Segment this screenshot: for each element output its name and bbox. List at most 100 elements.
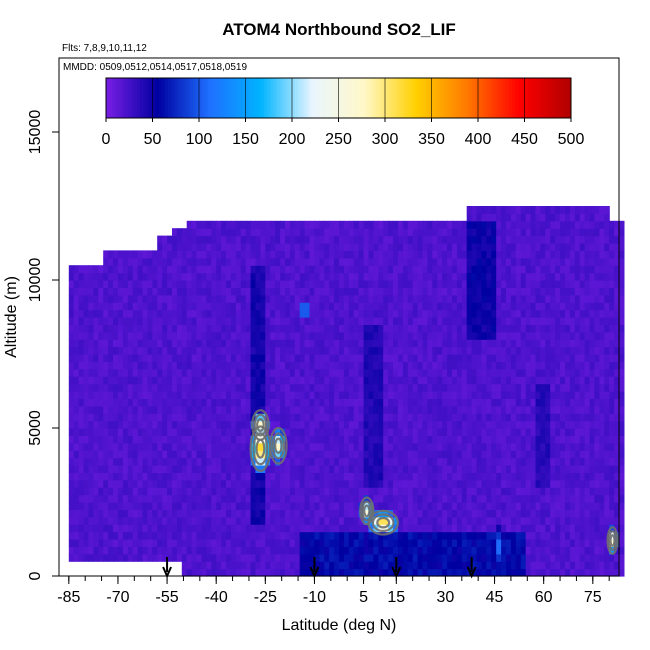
heatmap-cell [334, 250, 340, 259]
heatmap-cell [196, 317, 202, 325]
heatmap-cell [402, 479, 409, 488]
heatmap-cell [280, 465, 286, 473]
heatmap-cell [510, 465, 517, 473]
heatmap-cell [574, 546, 581, 555]
heatmap-cell [147, 420, 153, 429]
heatmap-cell [181, 391, 188, 399]
heatmap-cell [535, 243, 541, 251]
heatmap-cell [265, 383, 271, 392]
heatmap-cell [412, 420, 419, 429]
heatmap-cell [540, 368, 546, 377]
heatmap-cell [397, 309, 404, 318]
heatmap-cell [245, 546, 252, 555]
heatmap-cell [388, 516, 394, 525]
heatmap-cell [496, 428, 502, 436]
heatmap-cell [127, 509, 134, 518]
heatmap-cell [348, 287, 355, 296]
heatmap-cell [378, 502, 384, 510]
heatmap-cell [358, 450, 365, 459]
heatmap-cell [550, 361, 556, 370]
heatmap-cell [113, 509, 119, 518]
heatmap-cell [574, 487, 581, 496]
heatmap-cell [334, 220, 340, 229]
heatmap-cell [289, 568, 296, 577]
heatmap-cell [93, 376, 99, 385]
heatmap-cell [329, 257, 335, 266]
heatmap-cell [466, 376, 473, 385]
heatmap-cell [230, 479, 237, 488]
heatmap-cell [103, 531, 109, 540]
heatmap-cell [383, 220, 389, 229]
heatmap-cell [152, 280, 158, 288]
heatmap-cell [191, 220, 198, 229]
heatmap-cell [506, 531, 512, 540]
heatmap-cell [329, 398, 335, 407]
heatmap-cell [412, 450, 419, 459]
heatmap-cell [265, 302, 271, 311]
heatmap-cell [530, 487, 537, 496]
heatmap-cell [270, 302, 276, 311]
heatmap-cell [378, 465, 384, 473]
heatmap-cell [196, 428, 202, 436]
heatmap-cell [452, 339, 458, 348]
heatmap-cell [230, 568, 237, 577]
heatmap-cell [358, 546, 365, 555]
heatmap-cell [486, 220, 492, 229]
heatmap-cell [520, 317, 527, 325]
heatmap-cell [555, 531, 561, 540]
heatmap-cell [368, 257, 374, 266]
heatmap-cell [569, 502, 576, 510]
heatmap-cell [363, 302, 370, 311]
heatmap-cell [584, 405, 591, 414]
heatmap-cell [393, 250, 399, 259]
heatmap-cell [535, 235, 541, 244]
heatmap-cell [289, 376, 296, 385]
heatmap-cell [172, 531, 178, 540]
heatmap-cell [402, 420, 409, 429]
heatmap-cell [417, 354, 424, 362]
heatmap-cell [476, 220, 482, 229]
heatmap-cell [525, 553, 532, 562]
heatmap-cell [530, 287, 537, 296]
heatmap-cell [88, 502, 94, 510]
heatmap-cell [407, 302, 414, 311]
heatmap-cell [496, 405, 502, 414]
heatmap-cell [162, 450, 168, 459]
heatmap-cell [265, 339, 271, 348]
heatmap-cell [137, 280, 144, 288]
heatmap-cell [343, 228, 350, 237]
heatmap-cell [186, 450, 193, 459]
heatmap-cell [319, 280, 325, 288]
heatmap-cell [235, 509, 242, 518]
heatmap-cell [275, 280, 281, 288]
heatmap-cell [103, 324, 109, 333]
heatmap-cell [309, 272, 315, 281]
heatmap-cell [157, 309, 163, 318]
heatmap-cell [78, 420, 85, 429]
heatmap-cell [442, 235, 448, 244]
heatmap-cell [373, 502, 379, 510]
heatmap-cell [304, 435, 311, 444]
heatmap-cell [397, 494, 404, 503]
heatmap-cell [294, 428, 301, 436]
heatmap-cell [334, 354, 340, 362]
heatmap-cell [422, 265, 428, 274]
heatmap-cell [191, 228, 198, 237]
heatmap-cell [515, 450, 522, 459]
heatmap-cell [491, 331, 497, 340]
heatmap-cell [152, 457, 158, 466]
heatmap-cell [378, 250, 384, 259]
heatmap-cell [122, 435, 129, 444]
heatmap-cell [422, 317, 428, 325]
heatmap-cell [471, 235, 478, 244]
heatmap-cell [245, 472, 252, 481]
heatmap-cell [437, 361, 443, 370]
heatmap-cell [579, 435, 586, 444]
heatmap-cell [535, 265, 541, 274]
heatmap-cell [132, 465, 139, 473]
heatmap-cell [167, 361, 173, 370]
heatmap-cell [265, 265, 271, 274]
heatmap-cell [260, 391, 266, 399]
heatmap-cell [393, 539, 399, 547]
heatmap-cell [393, 457, 399, 466]
